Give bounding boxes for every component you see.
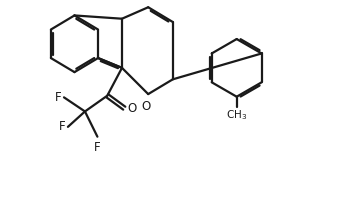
Text: CH$_3$: CH$_3$ — [226, 108, 247, 122]
Text: O: O — [127, 102, 137, 115]
Text: F: F — [94, 141, 101, 154]
Text: O: O — [141, 100, 150, 113]
Text: F: F — [59, 120, 65, 133]
Text: F: F — [55, 91, 61, 104]
